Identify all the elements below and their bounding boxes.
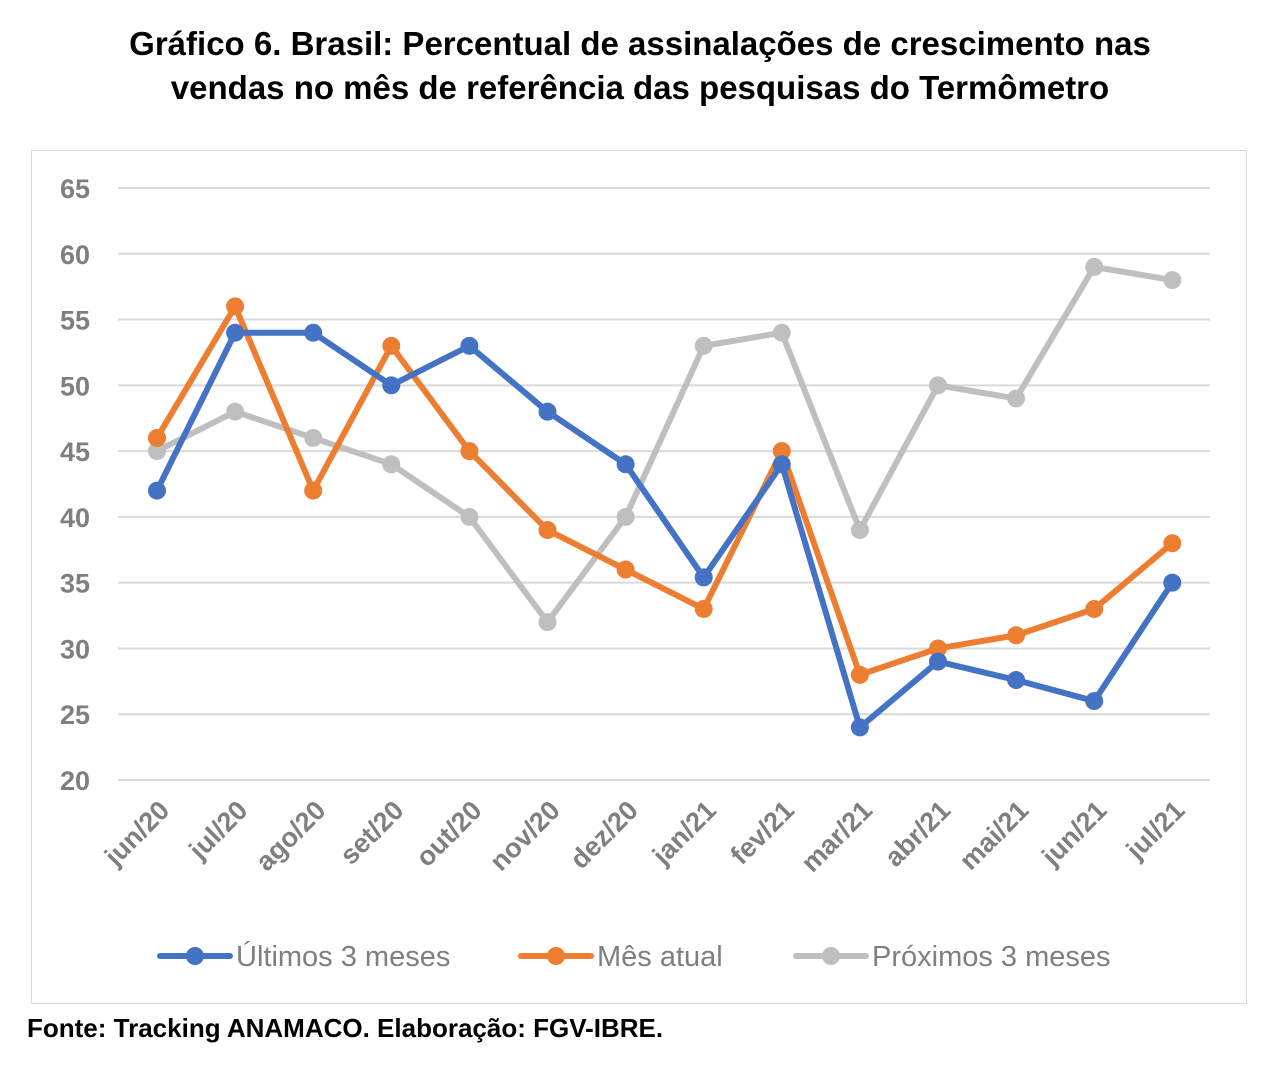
y-tick-label: 50: [60, 371, 90, 401]
source-note: Fonte: Tracking ANAMACO. Elaboração: FGV…: [27, 1013, 664, 1043]
x-tick-label: set/20: [334, 795, 409, 870]
data-point: [382, 376, 401, 395]
data-point: [929, 639, 947, 658]
data-point: [1007, 626, 1026, 645]
x-tick-label: jun/21: [1035, 795, 1112, 872]
legend-label: Últimos 3 meses: [236, 940, 450, 973]
legend-marker: [547, 947, 565, 965]
data-point: [694, 568, 713, 587]
series-line: [154, 329, 1176, 731]
x-tick-label: fev/21: [725, 795, 800, 870]
y-tick-label: 40: [60, 503, 90, 533]
data-point: [929, 376, 947, 395]
x-tick-label: dez/20: [564, 795, 644, 875]
x-tick-label: nov/20: [484, 795, 566, 877]
data-point: [460, 336, 479, 355]
data-point: [226, 402, 245, 421]
data-point: [538, 521, 557, 540]
legend: Últimos 3 meses Mês atual Próximos 3 meses: [157, 940, 1111, 973]
legend-entry-0: Últimos 3 meses: [157, 940, 450, 973]
y-tick-label: 55: [60, 306, 90, 336]
data-point: [1007, 671, 1026, 690]
x-tick-label: jul/20: [183, 795, 254, 866]
data-point: [538, 402, 557, 421]
series-line: [154, 263, 1176, 626]
series-lines: [148, 257, 1182, 737]
legend-label: Próximos 3 meses: [872, 941, 1111, 973]
x-tick-label: mai/21: [954, 795, 1035, 876]
data-point: [304, 481, 323, 500]
data-point: [694, 336, 713, 355]
data-point: [460, 507, 479, 526]
data-point: [929, 652, 947, 671]
y-tick-label: 25: [60, 700, 90, 730]
data-point: [148, 428, 166, 447]
data-point: [304, 323, 323, 342]
y-tick-label: 60: [60, 240, 90, 270]
y-tick-label: 65: [60, 174, 90, 204]
title-line-1: Gráfico 6. Brasil: Percentual de assinal…: [129, 25, 1151, 62]
data-point: [616, 560, 635, 579]
y-tick-label: 30: [60, 634, 90, 664]
data-point: [616, 507, 635, 526]
y-tick-label: 35: [60, 569, 90, 599]
data-point: [1085, 599, 1104, 618]
legend-entry-2: Próximos 3 meses: [793, 941, 1111, 973]
data-point: [772, 442, 791, 461]
series-1: [148, 297, 1182, 684]
series-line: [154, 303, 1176, 678]
data-point: [850, 718, 869, 737]
x-tick-label: jun/20: [98, 795, 175, 872]
data-point: [1163, 573, 1182, 592]
data-point: [304, 428, 323, 447]
title-line-2: vendas no mês de referência das pesquisa…: [170, 69, 1110, 106]
x-tick-label: abr/21: [879, 795, 956, 872]
x-tick-label: ago/20: [250, 795, 332, 877]
data-point: [382, 455, 401, 474]
legend-label: Mês atual: [597, 941, 723, 973]
series-0: [148, 323, 1182, 737]
x-tick-label: jul/21: [1120, 795, 1191, 866]
legend-marker: [822, 947, 840, 965]
data-point: [1007, 389, 1026, 408]
data-point: [148, 442, 166, 461]
data-point: [1085, 692, 1104, 711]
data-point: [1085, 257, 1104, 276]
data-point: [850, 521, 869, 540]
gridlines: [118, 187, 1210, 781]
data-point: [1163, 534, 1182, 553]
legend-entry-1: Mês atual: [518, 941, 723, 973]
data-point: [538, 613, 557, 632]
data-point: [1163, 271, 1182, 290]
series-2: [148, 257, 1182, 632]
y-tick-label: 45: [60, 437, 90, 467]
y-axis-ticks: 20 25 30 35 40 45 50 55 60 65: [60, 174, 90, 796]
y-tick-label: 20: [60, 766, 90, 796]
data-point: [772, 455, 791, 474]
chart-title: Gráfico 6. Brasil: Percentual de assinal…: [0, 22, 1280, 110]
data-point: [694, 599, 713, 618]
data-point: [460, 442, 479, 461]
data-point: [616, 455, 635, 474]
x-tick-label: mar/21: [795, 795, 878, 878]
data-point: [772, 323, 791, 342]
x-tick-label: jan/21: [646, 795, 722, 871]
legend-marker: [186, 947, 204, 965]
data-point: [148, 481, 166, 500]
data-point: [850, 665, 869, 684]
data-point: [382, 336, 401, 355]
data-point: [226, 297, 245, 316]
x-tick-label: out/20: [410, 795, 487, 872]
data-point: [226, 323, 245, 342]
